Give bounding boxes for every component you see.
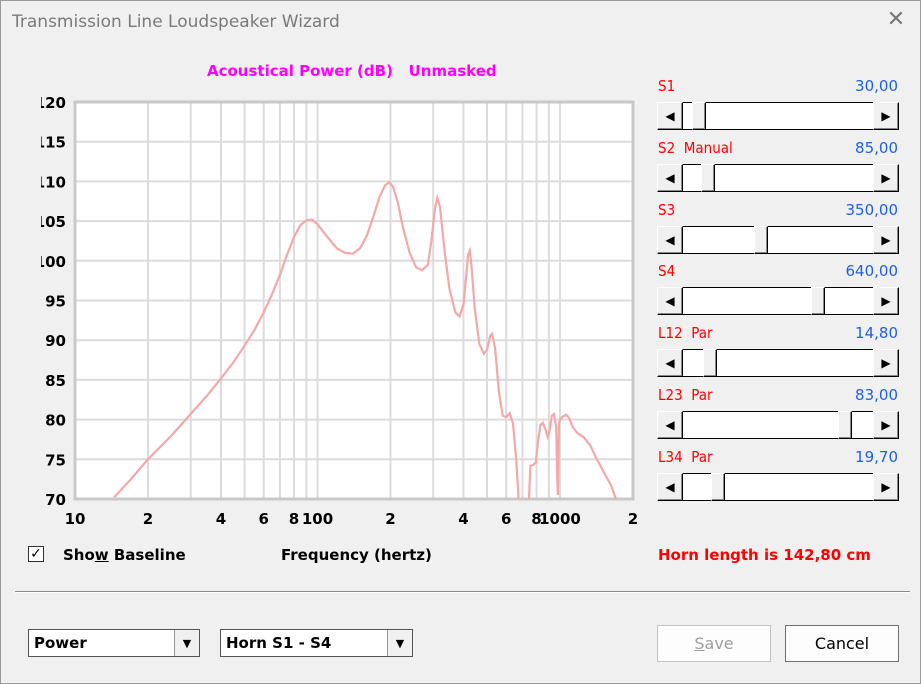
y-tick-label: 95 <box>45 293 66 311</box>
y-tick-label: 110 <box>41 173 66 191</box>
y-tick-label: 80 <box>45 412 66 430</box>
slider-thumb[interactable] <box>837 411 852 439</box>
arrow-left-icon[interactable]: ◀ <box>657 472 683 501</box>
arrow-right-icon[interactable]: ▶ <box>873 102 899 130</box>
slider-value: 19,70 <box>855 447 898 466</box>
show-baseline-label-post: Baseline <box>108 546 186 564</box>
chart-title: Acoustical Power (dB) Unmasked <box>207 62 497 80</box>
arrow-left-icon[interactable]: ◀ <box>657 163 683 192</box>
window-title: Transmission Line Loudspeaker Wizard <box>12 12 340 32</box>
horn-select[interactable]: Horn S1 - S4 ▼ <box>220 629 413 657</box>
arrow-right-icon[interactable]: ▶ <box>873 225 899 254</box>
slider-thumb[interactable] <box>700 163 715 192</box>
display-type-value: Power <box>34 634 87 652</box>
plot-border <box>73 100 635 501</box>
slider-scrollbar[interactable]: ◀ ▶ <box>657 411 899 439</box>
slider-scrollbar[interactable]: ◀ ▶ <box>657 102 899 130</box>
x-tick-label: 10 <box>65 510 86 528</box>
slider-scrollbar[interactable]: ◀ ▶ <box>657 349 899 378</box>
x-tick-label: 1000 <box>539 510 581 528</box>
arrow-right-icon[interactable]: ▶ <box>873 287 899 316</box>
slider-thumb[interactable] <box>811 287 826 316</box>
x-axis-label: Frequency (hertz) <box>281 546 432 564</box>
arrow-left-icon[interactable]: ◀ <box>657 225 683 254</box>
horn-select-value: Horn S1 - S4 <box>226 634 332 652</box>
slider-value: 14,80 <box>855 324 898 343</box>
show-baseline-label-pre: Sho <box>63 546 95 564</box>
y-tick-label: 70 <box>45 491 66 509</box>
save-label-post: ave <box>704 634 734 653</box>
arrow-left-icon[interactable]: ◀ <box>657 102 683 130</box>
y-tick-label: 120 <box>41 95 66 112</box>
x-tick-label: 100 <box>302 510 333 528</box>
slider-label: S3 <box>658 200 676 219</box>
show-baseline-checkbox[interactable]: ✓ <box>28 546 44 562</box>
y-tick-label: 100 <box>41 253 66 271</box>
x-tick-label: 4 <box>216 510 226 528</box>
display-type-select[interactable]: Power ▼ <box>28 629 200 657</box>
arrow-right-icon[interactable]: ▶ <box>873 411 899 439</box>
y-tick-label: 115 <box>41 134 66 152</box>
slider-thumb[interactable] <box>754 225 769 254</box>
x-tick-label: 2 <box>143 510 153 528</box>
horn-length-text: Horn length is 142,80 cm <box>658 546 871 564</box>
chart-svg: 1201151101051009590858075701024681002468… <box>35 94 639 528</box>
show-baseline-label-accel: w <box>94 546 109 564</box>
x-tick-label: 6 <box>258 510 268 528</box>
separator <box>15 591 910 593</box>
slider-value: 640,00 <box>845 262 899 281</box>
slider-label: S4 <box>658 262 676 281</box>
power-curve-series-2 <box>527 412 617 500</box>
chevron-down-icon[interactable]: ▼ <box>387 630 412 656</box>
cancel-button[interactable]: Cancel <box>785 625 899 662</box>
slider-label: S2 Manual <box>658 138 733 157</box>
chart: 1201151101051009590858075701024681002468… <box>35 94 641 539</box>
x-tick-label: 2 <box>385 510 395 528</box>
show-baseline-label[interactable]: Show Baseline <box>63 546 186 564</box>
power-curve-series <box>113 180 520 500</box>
slider-value: 350,00 <box>845 200 899 219</box>
slider-thumb[interactable] <box>711 472 726 501</box>
y-tick-label: 85 <box>45 372 66 390</box>
slider-scrollbar[interactable]: ◀ ▶ <box>657 163 899 192</box>
x-tick-label: 8 <box>531 510 541 528</box>
x-tick-label: 6 <box>501 510 511 528</box>
slider-label: L23 Par <box>658 386 713 404</box>
slider-scrollbar[interactable]: ◀ ▶ <box>657 287 899 316</box>
slider-label: L34 Par <box>658 447 713 466</box>
slider-scrollbar[interactable]: ◀ ▶ <box>657 472 899 501</box>
arrow-right-icon[interactable]: ▶ <box>873 163 899 192</box>
slider-label: L12 Par <box>658 324 713 343</box>
chevron-down-icon[interactable]: ▼ <box>174 630 199 656</box>
slider-label: S1 <box>658 77 676 95</box>
arrow-right-icon[interactable]: ▶ <box>873 349 899 378</box>
slider-scrollbar[interactable]: ◀ ▶ <box>657 225 899 254</box>
y-tick-label: 105 <box>41 213 66 231</box>
y-tick-label: 90 <box>45 332 66 350</box>
arrow-left-icon[interactable]: ◀ <box>657 349 683 378</box>
arrow-left-icon[interactable]: ◀ <box>657 411 683 439</box>
slider-thumb[interactable] <box>691 102 706 130</box>
arrow-left-icon[interactable]: ◀ <box>657 287 683 316</box>
slider-thumb[interactable] <box>702 349 717 378</box>
y-tick-label: 75 <box>45 451 66 469</box>
save-label-accel: S <box>694 634 705 653</box>
slider-value: 83,00 <box>855 386 898 404</box>
x-tick-label: 8 <box>289 510 299 528</box>
x-tick-label: 4 <box>458 510 468 528</box>
arrow-right-icon[interactable]: ▶ <box>873 472 899 501</box>
slider-value: 85,00 <box>855 138 898 157</box>
slider-value: 30,00 <box>855 77 898 95</box>
x-tick-label: 2 <box>628 510 638 528</box>
close-icon[interactable]: ✕ <box>886 7 906 32</box>
title-bar: Transmission Line Loudspeaker Wizard ✕ <box>1 1 920 45</box>
